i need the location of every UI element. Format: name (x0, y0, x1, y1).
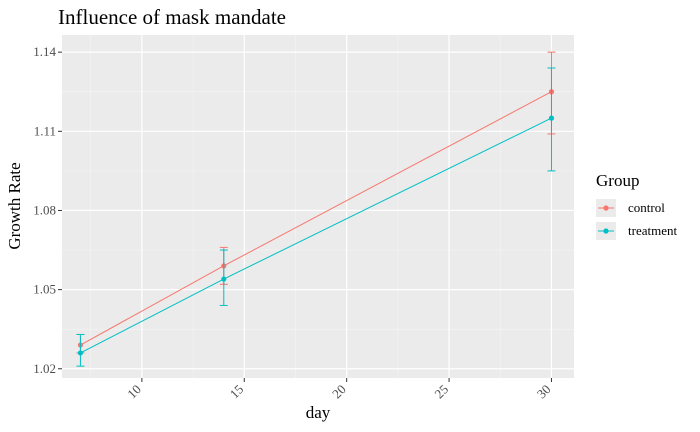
y-tick-label: 1.14 (33, 44, 56, 59)
y-tick-label: 1.02 (33, 361, 56, 376)
data-point (548, 115, 555, 121)
x-axis-title: day (306, 403, 331, 422)
x-tick-label: 15 (227, 382, 247, 402)
data-point (77, 350, 84, 356)
legend-key-point (603, 228, 609, 234)
legend-label: control (628, 200, 665, 215)
legend-label: treatment (628, 223, 677, 238)
x-tick-label: 20 (329, 382, 349, 402)
y-tick-label: 1.05 (33, 282, 56, 297)
legend-title: Group (596, 171, 639, 190)
legend-key-treatment: treatment (596, 222, 677, 240)
x-tick-label: 25 (431, 382, 451, 402)
x-tick-label: 30 (534, 382, 554, 402)
series-layer (76, 51, 556, 367)
legend-key-control: control (596, 199, 665, 217)
series-treatment (76, 67, 556, 367)
y-axis-title: Growth Rate (5, 162, 24, 249)
chart-title: Influence of mask mandate (58, 5, 286, 29)
y-tick-label: 1.08 (33, 202, 56, 217)
grid-lines (62, 35, 574, 378)
x-tick-label: 10 (124, 382, 144, 402)
data-point (221, 276, 227, 282)
legend-key-point (603, 205, 609, 211)
y-tick-label: 1.11 (34, 123, 56, 138)
plot-panel (62, 35, 574, 378)
legend: Group control treatment (596, 171, 677, 240)
